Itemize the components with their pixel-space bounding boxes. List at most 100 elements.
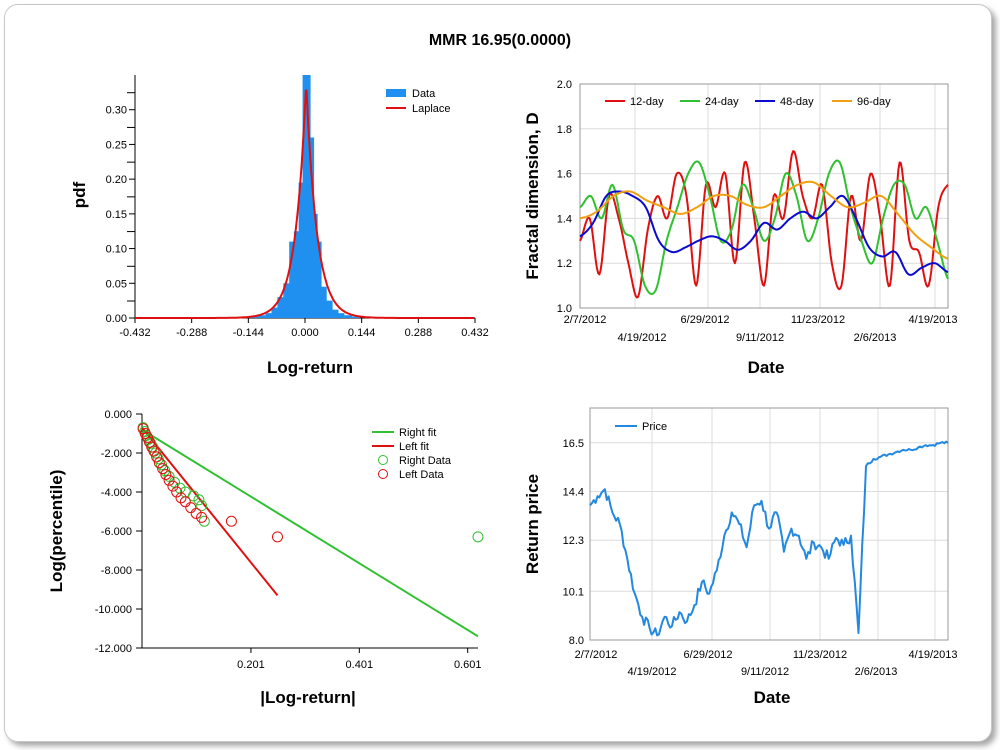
fd-series-line xyxy=(579,180,949,260)
lp-left-data-point xyxy=(167,480,179,492)
fd-legend-label: 12-day xyxy=(630,96,664,108)
hist-x-tick-label: 0.000 xyxy=(291,327,319,339)
hist-bar xyxy=(257,315,266,318)
hist-bar xyxy=(324,300,333,318)
fd-y-tick-label: 2.0 xyxy=(557,79,572,91)
lp-y-tick-label: -12.000 xyxy=(95,643,132,655)
fd-x-tick-label: 4/19/2012 xyxy=(618,332,667,344)
price-series-line xyxy=(589,440,949,637)
lp-right-data-point xyxy=(193,494,205,506)
fd-legend-label: 48-day xyxy=(780,96,814,108)
hist-y-tick-label: 0.05 xyxy=(106,278,127,290)
lp-y-tick-label: -2.000 xyxy=(101,448,132,460)
price-x-tick-label: 9/11/2012 xyxy=(741,666,789,678)
lp-x-axis-title: |Log-return| xyxy=(260,688,355,707)
lp-y-tick-label: -8.000 xyxy=(101,565,132,577)
fd-series-line xyxy=(579,159,949,296)
price-y-tick-label: 8.0 xyxy=(569,635,584,647)
fd-x-tick-label: 2/7/2012 xyxy=(564,314,607,326)
fd-x-tick-label: 4/19/2013 xyxy=(909,314,958,326)
fd-legend-label: 24-day xyxy=(705,96,739,108)
lp-left-data-point xyxy=(271,531,283,543)
price-x-tick-label: 4/19/2012 xyxy=(628,666,677,678)
lp-right-data-point xyxy=(159,465,171,477)
lp-left-data-point xyxy=(160,468,172,480)
hist-bar xyxy=(283,283,292,318)
lp-left-data-point xyxy=(151,451,163,463)
fd-y-tick-label: 1.6 xyxy=(557,169,572,181)
price-plot-border xyxy=(589,407,949,641)
lp-legend-swatch-left-data xyxy=(378,469,388,479)
price-y-tick-label: 16.5 xyxy=(563,438,584,450)
fd-series-line xyxy=(579,150,949,299)
lp-left-data-point xyxy=(141,431,153,443)
fd-legend-label: 96-day xyxy=(857,96,891,108)
chart-frame xyxy=(4,4,992,742)
lp-left-data-point xyxy=(171,486,183,498)
lp-right-data-point xyxy=(187,490,199,502)
hist-x-tick-label: 0.288 xyxy=(405,327,433,339)
lp-right-data-point xyxy=(156,459,168,471)
hist-bar xyxy=(271,307,280,318)
hist-bar xyxy=(265,313,274,318)
price-x-tick-label: 2/6/2013 xyxy=(855,666,898,678)
lp-left-data-point xyxy=(196,511,208,523)
lp-y-tick-label: -10.000 xyxy=(95,604,132,616)
hist-y-tick-label: 0.10 xyxy=(106,244,127,256)
lp-legend-label: Right fit xyxy=(399,427,436,439)
hist-y-tick-label: 0.00 xyxy=(106,313,127,325)
hist-bar xyxy=(277,297,286,318)
hist-y-tick-label: 0.15 xyxy=(106,209,127,221)
fd-x-tick-label: 2/6/2013 xyxy=(854,332,897,344)
lp-left-data-point xyxy=(225,515,237,527)
fd-x-tick-label: 11/23/2012 xyxy=(791,314,845,326)
legend-label-laplace: Laplace xyxy=(412,103,451,115)
fd-series-line xyxy=(579,190,949,276)
hist-bar xyxy=(293,231,302,318)
legend-swatch-data xyxy=(386,89,406,97)
lp-x-tick-label: 0.401 xyxy=(346,659,374,671)
hist-bar xyxy=(344,315,353,318)
hist-x-tick-label: 0.144 xyxy=(348,327,376,339)
lp-legend-label: Right Data xyxy=(399,455,452,467)
lp-legend-label: Left Data xyxy=(399,469,445,481)
lp-left-data-point xyxy=(179,496,191,508)
hist-bar xyxy=(352,316,361,318)
hist-bar xyxy=(336,313,345,318)
lp-left-data-point xyxy=(185,502,197,514)
fd-y-tick-label: 1.2 xyxy=(557,258,572,270)
lp-right-data-point xyxy=(196,500,208,512)
fd-y-axis-title: Fractal dimension, D xyxy=(523,112,542,279)
lp-left-data-point xyxy=(175,492,187,504)
lp-left-data-point xyxy=(148,445,160,457)
lp-left-data-point xyxy=(163,474,175,486)
price-y-tick-label: 14.4 xyxy=(563,487,584,499)
lp-x-tick-label: 0.201 xyxy=(237,659,265,671)
hist-bar xyxy=(318,286,327,318)
hist-y-axis-title: pdf xyxy=(70,181,89,208)
lp-y-tick-label: 0.000 xyxy=(104,409,132,421)
hist-bar xyxy=(313,241,322,318)
lp-legend-swatch-right-data xyxy=(378,455,388,465)
lp-left-data-point xyxy=(144,436,156,448)
lp-x-tick-label: 0.601 xyxy=(454,659,482,671)
price-x-tick-label: 4/19/2013 xyxy=(909,649,958,661)
lp-y-tick-label: -6.000 xyxy=(101,526,132,538)
fd-y-tick-label: 1.8 xyxy=(557,124,572,136)
price-x-axis-title: Date xyxy=(754,688,791,707)
page-title: MMR 16.95(0.0000) xyxy=(428,32,572,49)
lp-right-data-point xyxy=(150,447,162,459)
fd-x-axis-title: Date xyxy=(748,358,785,377)
price-y-tick-label: 12.3 xyxy=(563,535,584,547)
lp-legend-label: Left fit xyxy=(399,441,429,453)
hist-laplace-line xyxy=(134,89,475,319)
price-y-tick-label: 10.1 xyxy=(563,586,584,598)
fd-y-tick-label: 1.4 xyxy=(557,213,572,225)
hist-bar xyxy=(330,309,339,318)
lp-left-data-point xyxy=(137,423,149,435)
hist-y-tick-label: 0.25 xyxy=(106,139,127,151)
fd-x-tick-label: 6/29/2012 xyxy=(681,314,730,326)
hist-bar xyxy=(289,241,298,318)
lp-y-axis-title: Log(percentile) xyxy=(47,470,66,593)
